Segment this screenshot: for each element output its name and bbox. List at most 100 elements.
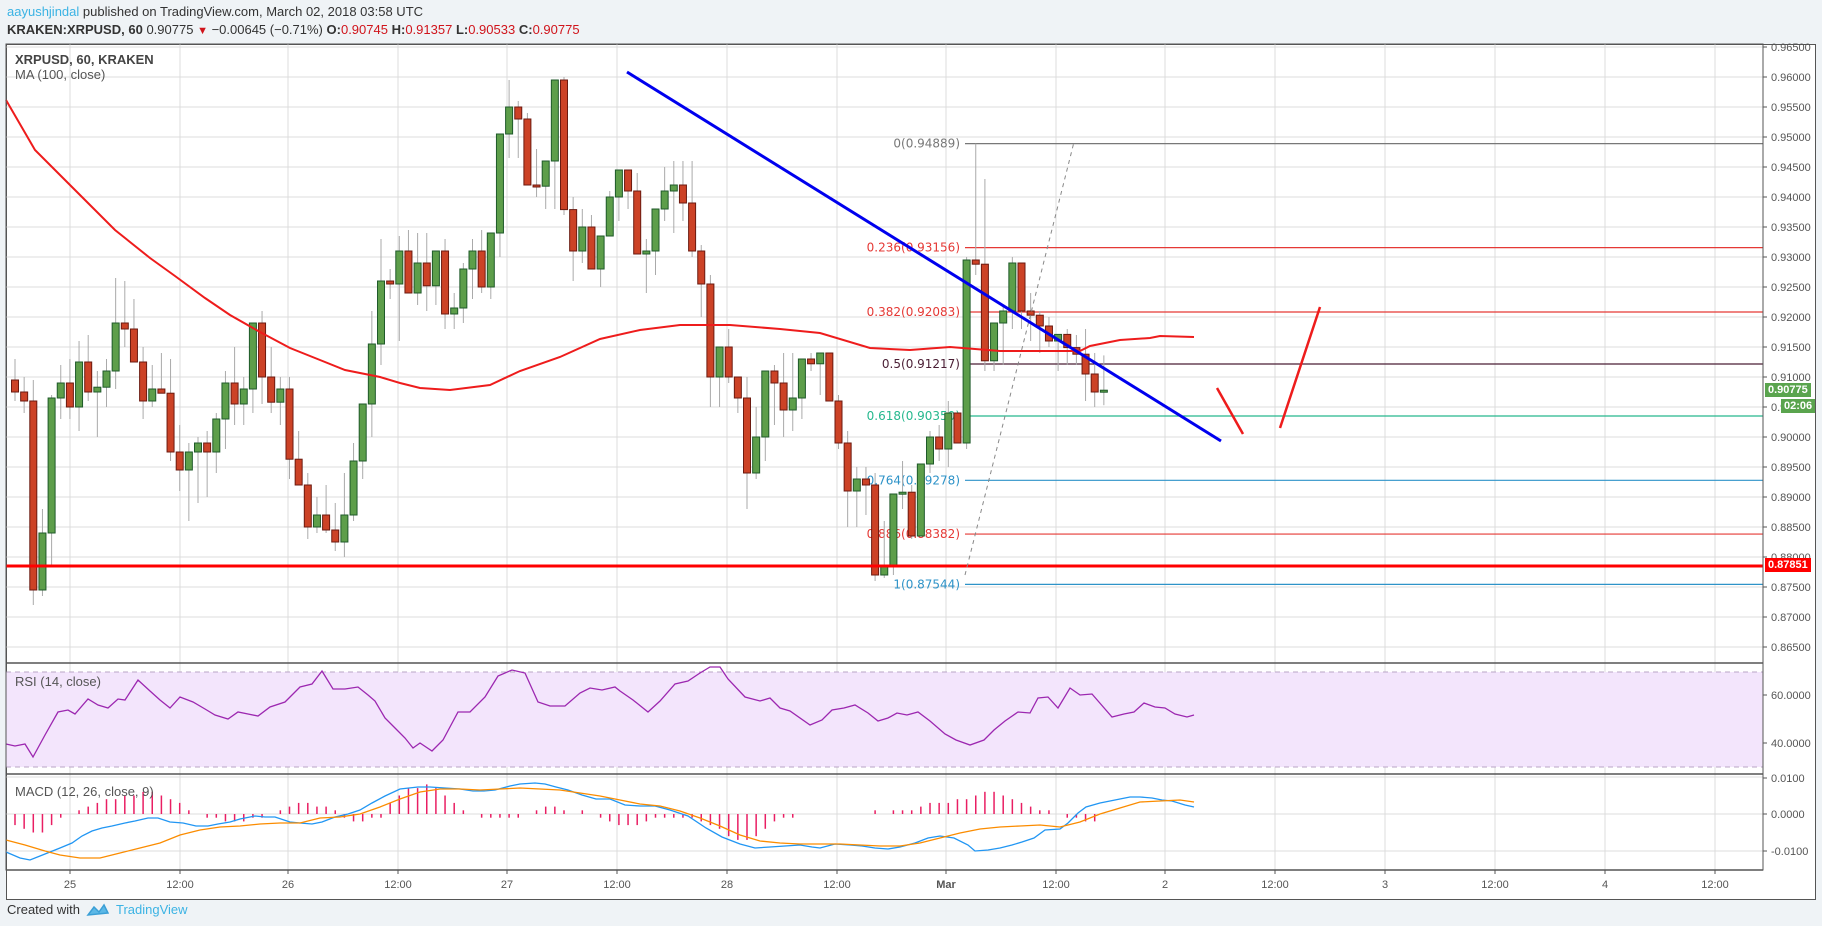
svg-text:28: 28 [721,879,733,891]
candle [971,259,980,265]
candle [843,442,852,492]
candle [980,263,989,362]
svg-text:0.92500: 0.92500 [1771,282,1811,294]
candle [285,388,294,460]
svg-text:0.92000: 0.92000 [1771,312,1811,324]
candle [203,442,212,453]
candle [1017,262,1026,312]
candle [1099,389,1108,393]
candle [312,514,321,528]
svg-text:0.96500: 0.96500 [1771,42,1811,54]
price-change: −0.00645 (−0.71%) [211,22,323,37]
candle [715,346,724,378]
candle [111,322,120,372]
candle [660,190,669,210]
svg-text:60.0000: 60.0000 [1771,690,1811,702]
published-text: published on TradingView.com, March 02, … [79,4,424,19]
svg-text:12:00: 12:00 [823,879,851,891]
svg-text:0.95000: 0.95000 [1771,132,1811,144]
candle [450,307,459,315]
candle [459,268,468,309]
candle [523,118,532,186]
candle [1026,310,1035,316]
candle [340,514,349,543]
candle [898,491,907,495]
candle [276,388,285,403]
svg-text:0.88500: 0.88500 [1771,522,1811,534]
candle [797,358,806,399]
candle [962,259,971,444]
author-link[interactable]: aayushjindal [7,4,80,19]
svg-text:27: 27 [501,879,513,891]
candle [93,386,102,393]
macd-legend: MACD (12, 26, close, 9) [15,784,154,799]
candle [486,232,495,288]
candle [84,361,93,393]
candle [20,391,29,402]
candle [935,436,944,450]
candle [157,388,166,394]
candle [852,478,861,492]
rsi-line [5,666,1195,759]
candle [65,382,74,408]
svg-text:0.94000: 0.94000 [1771,192,1811,204]
svg-text:12:00: 12:00 [166,879,194,891]
candle [624,169,633,192]
candle [578,226,587,252]
tradingview-logo-icon [86,903,110,916]
candle [926,436,934,465]
candle [120,322,129,330]
svg-text:0.94500: 0.94500 [1771,162,1811,174]
candle [11,379,19,393]
candle [331,529,340,543]
rsi-legend: RSI (14, close) [15,674,101,689]
svg-text:12:00: 12:00 [1481,879,1509,891]
candle [422,262,431,287]
candle [1035,314,1044,327]
svg-text:0.96000: 0.96000 [1771,72,1811,84]
svg-text:12:00: 12:00 [1701,879,1729,891]
ohlc-open: O:0.90745 [326,22,388,37]
candle [102,370,111,388]
macd-histogram [14,784,1096,840]
ohlc-close: C:0.90775 [518,22,580,37]
candle [999,310,1008,324]
svg-text:0.91500: 0.91500 [1771,342,1811,354]
countdown-tag: 02:06 [1781,399,1816,413]
candle [38,532,47,591]
candle [550,79,559,162]
svg-text:0.95500: 0.95500 [1771,102,1811,114]
candle [807,358,816,365]
last-price-tag: 0.90775 [1765,383,1811,397]
candle [678,184,687,204]
svg-text:Mar: Mar [936,879,956,891]
footer: Created with TradingView [7,902,188,917]
tradingview-link[interactable]: TradingView [115,902,188,917]
candle [752,436,761,474]
candle [239,388,248,405]
candle [560,79,568,211]
candle [212,418,221,453]
legend-symbol: XRPUSD, 60, KRAKEN [15,52,154,67]
candle [697,250,706,285]
candle [532,184,541,188]
candlestick-series [11,77,1108,605]
signal-line [5,787,1195,859]
candle [816,352,825,365]
svg-text:0.91000: 0.91000 [1771,372,1811,384]
ohlc-low: L:0.90533 [455,22,516,37]
symbol-label: KRAKEN:XRPUSD, 60 [7,22,143,37]
candle [377,280,385,345]
candle [322,514,331,531]
candle [267,376,276,403]
candle [788,397,797,411]
svg-text:0.87000: 0.87000 [1771,612,1811,624]
candle [916,463,925,537]
candle [587,226,596,270]
candle [75,361,84,408]
created-with-text: Created with [7,902,80,917]
candle [468,250,477,270]
publish-info: aayushjindal published on TradingView.co… [7,4,423,19]
candle [990,322,999,362]
